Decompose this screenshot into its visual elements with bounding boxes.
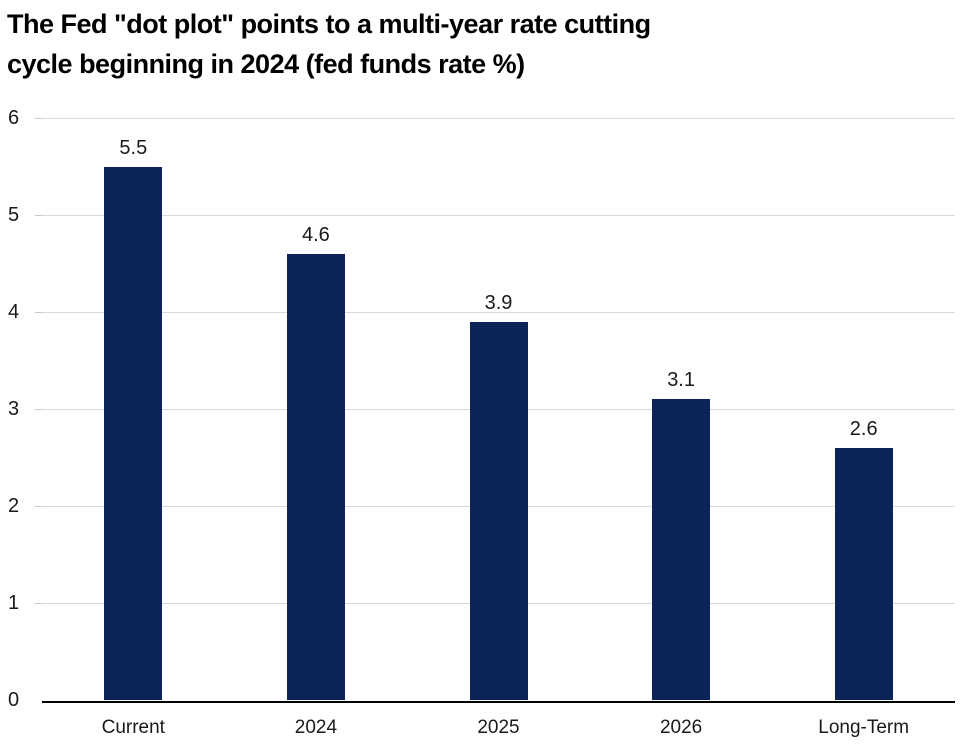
bar-value-label: 2.6	[849, 417, 878, 440]
y-tick-label: 6	[8, 107, 20, 129]
y-axis-tick	[35, 312, 42, 313]
x-tick-label: Long-Term	[818, 717, 910, 738]
y-axis-tick	[35, 603, 42, 604]
x-axis-line	[42, 701, 955, 703]
bar-value-label: 5.5	[119, 136, 148, 159]
y-tick-label: 0	[8, 689, 20, 711]
bar	[104, 166, 163, 700]
x-tick-label: 2024	[294, 717, 338, 738]
bar	[652, 399, 711, 700]
chart-title-line-2: cycle beginning in 2024 (fed funds rate …	[7, 49, 525, 79]
y-tick-label: 5	[8, 204, 20, 226]
y-axis-tick	[35, 409, 42, 410]
y-axis-tick	[35, 118, 42, 119]
y-tick-label: 4	[8, 301, 20, 323]
y-tick-label: 3	[8, 398, 20, 420]
x-tick-label: Current	[101, 717, 165, 738]
y-tick-label: 1	[8, 592, 20, 614]
gridline	[42, 215, 955, 216]
y-axis-tick	[35, 506, 42, 507]
chart-title-line-1: The Fed "dot plot" points to a multi-yea…	[7, 9, 651, 39]
bar	[469, 321, 528, 700]
bar-value-label: 3.1	[667, 369, 695, 392]
bar	[286, 253, 345, 700]
bar-value-label: 3.9	[484, 291, 513, 314]
gridline	[42, 118, 955, 119]
x-tick-label: 2026	[659, 717, 703, 738]
chart-title: The Fed "dot plot" points to a multi-yea…	[7, 4, 651, 84]
bar-value-label: 4.6	[301, 223, 330, 246]
y-axis-tick	[35, 215, 42, 216]
x-tick-label: 2025	[477, 717, 520, 738]
bar	[834, 447, 893, 700]
y-tick-label: 2	[8, 495, 20, 517]
